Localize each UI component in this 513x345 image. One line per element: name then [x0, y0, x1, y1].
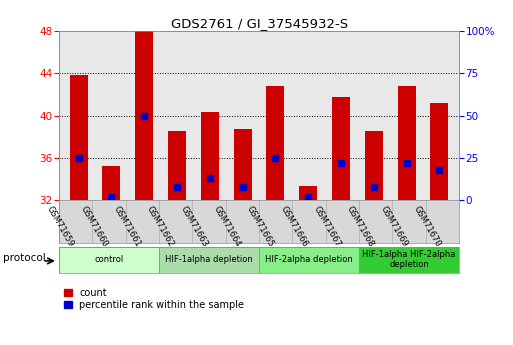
Bar — [259, 247, 359, 273]
Bar — [332, 97, 350, 200]
Bar — [233, 129, 252, 200]
Text: GSM71663: GSM71663 — [179, 204, 209, 248]
Text: HIF-2alpha depletion: HIF-2alpha depletion — [265, 255, 353, 264]
Bar — [168, 131, 186, 200]
Text: GSM71659: GSM71659 — [45, 204, 76, 248]
Text: HIF-1alpha depletion: HIF-1alpha depletion — [165, 255, 253, 264]
Bar — [70, 76, 88, 200]
Bar — [135, 31, 153, 200]
Text: protocol: protocol — [3, 253, 46, 263]
Bar — [398, 86, 416, 200]
Legend: count, percentile rank within the sample: count, percentile rank within the sample — [64, 288, 244, 310]
Text: HIF-1alpha HIF-2alpha
depletion: HIF-1alpha HIF-2alpha depletion — [362, 250, 456, 269]
Bar — [365, 131, 383, 200]
Bar — [103, 166, 121, 200]
Text: GSM71665: GSM71665 — [245, 204, 276, 248]
Text: GSM71664: GSM71664 — [212, 204, 242, 248]
Text: control: control — [94, 255, 124, 264]
Text: GSM71669: GSM71669 — [379, 204, 409, 248]
Bar — [266, 86, 285, 200]
Bar — [299, 186, 317, 200]
Bar — [59, 247, 159, 273]
Text: GSM71670: GSM71670 — [412, 204, 442, 248]
Text: GSM71668: GSM71668 — [345, 204, 376, 248]
Text: GSM71660: GSM71660 — [78, 204, 109, 248]
Bar — [430, 103, 448, 200]
Text: GSM71662: GSM71662 — [145, 204, 175, 248]
Bar — [201, 112, 219, 200]
Text: GSM71661: GSM71661 — [112, 204, 143, 248]
Title: GDS2761 / GI_37545932-S: GDS2761 / GI_37545932-S — [170, 17, 348, 30]
Bar — [359, 247, 459, 273]
Bar — [159, 247, 259, 273]
Text: GSM71666: GSM71666 — [279, 204, 309, 248]
Text: GSM71667: GSM71667 — [312, 204, 343, 248]
